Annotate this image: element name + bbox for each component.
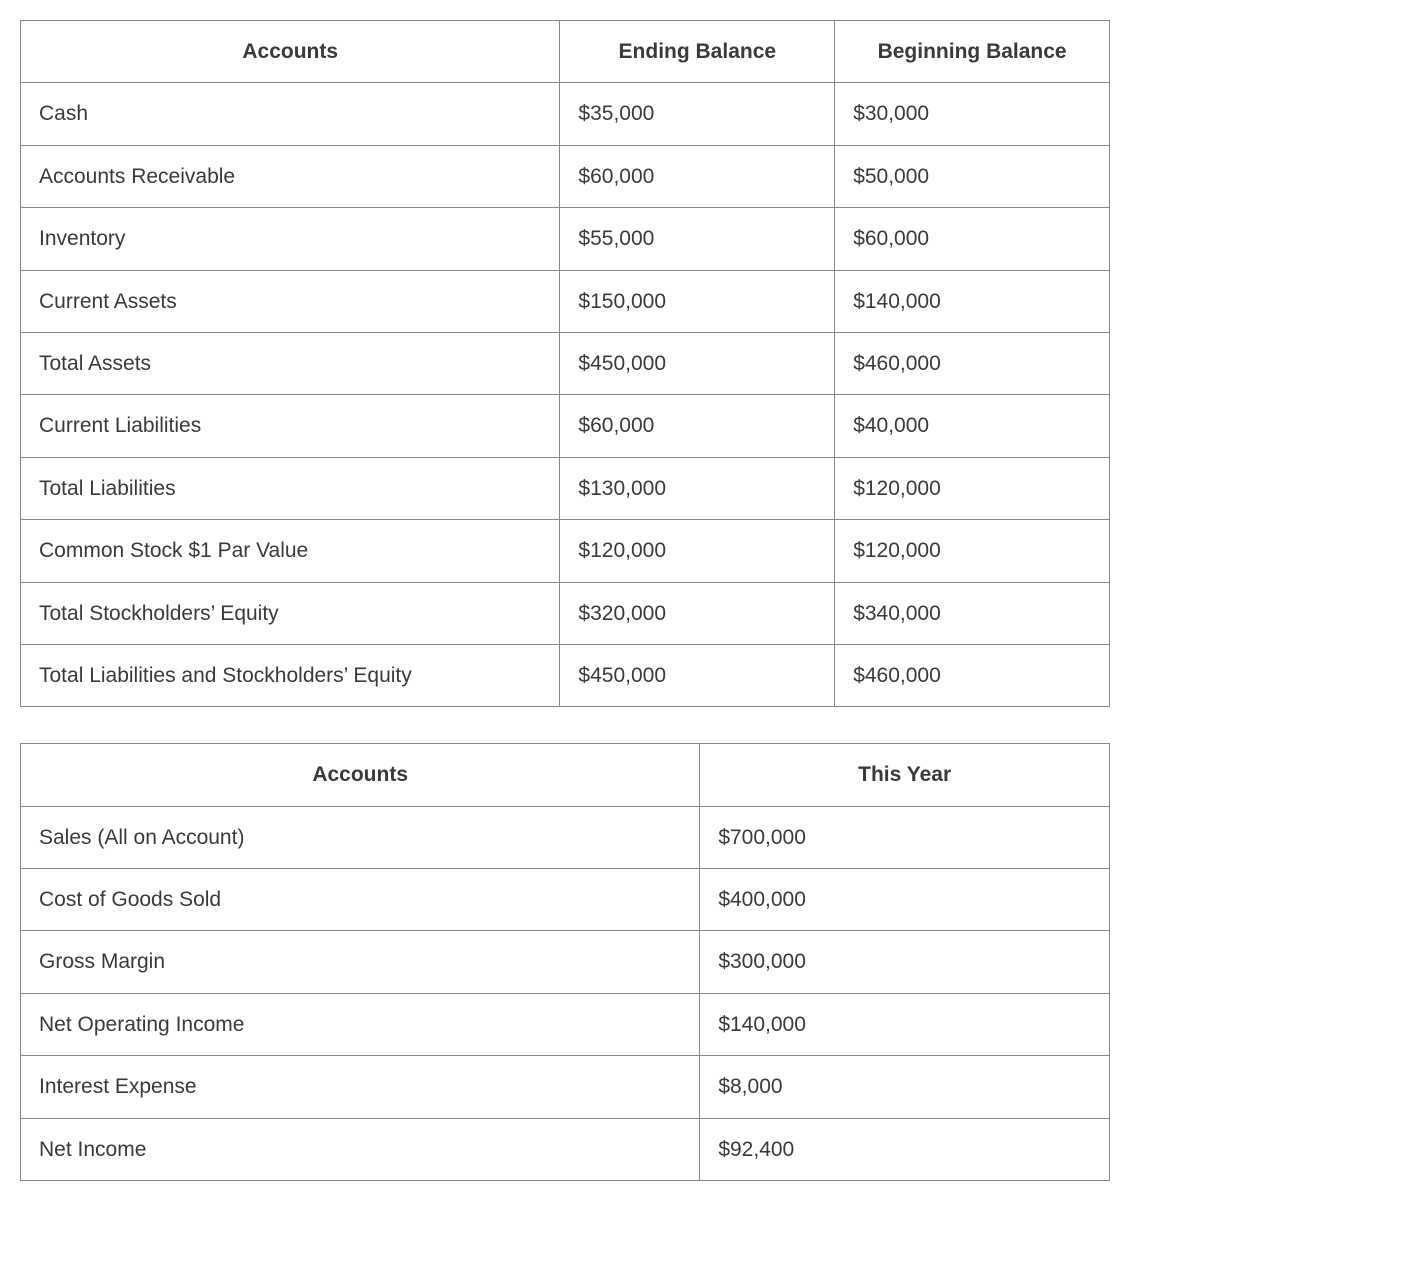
beginning-balance: $340,000 — [835, 582, 1110, 644]
account-name: Current Liabilities — [21, 395, 560, 457]
account-name: Accounts Receivable — [21, 145, 560, 207]
account-name: Interest Expense — [21, 1056, 700, 1118]
account-name: Cash — [21, 83, 560, 145]
table-row: Accounts Receivable $60,000 $50,000 — [21, 145, 1110, 207]
this-year-value: $140,000 — [700, 993, 1110, 1055]
account-name: Sales (All on Account) — [21, 806, 700, 868]
beginning-balance: $60,000 — [835, 208, 1110, 270]
beginning-balance: $460,000 — [835, 332, 1110, 394]
ending-balance: $35,000 — [560, 83, 835, 145]
table-header-row: Accounts This Year — [21, 744, 1110, 806]
column-header: Beginning Balance — [835, 21, 1110, 83]
ending-balance: $150,000 — [560, 270, 835, 332]
beginning-balance: $140,000 — [835, 270, 1110, 332]
ending-balance: $450,000 — [560, 644, 835, 706]
table-row: Common Stock $1 Par Value $120,000 $120,… — [21, 520, 1110, 582]
beginning-balance: $50,000 — [835, 145, 1110, 207]
table-row: Cost of Goods Sold $400,000 — [21, 869, 1110, 931]
table-row: Total Assets $450,000 $460,000 — [21, 332, 1110, 394]
table-row: Gross Margin $300,000 — [21, 931, 1110, 993]
table-row: Net Operating Income $140,000 — [21, 993, 1110, 1055]
table-row: Net Income $92,400 — [21, 1118, 1110, 1180]
this-year-value: $400,000 — [700, 869, 1110, 931]
beginning-balance: $460,000 — [835, 644, 1110, 706]
beginning-balance: $120,000 — [835, 520, 1110, 582]
account-name: Common Stock $1 Par Value — [21, 520, 560, 582]
ending-balance: $60,000 — [560, 395, 835, 457]
this-year-value: $300,000 — [700, 931, 1110, 993]
account-name: Inventory — [21, 208, 560, 270]
column-header: This Year — [700, 744, 1110, 806]
balance-sheet-table: Accounts Ending Balance Beginning Balanc… — [20, 20, 1110, 707]
account-name: Total Liabilities and Stockholders’ Equi… — [21, 644, 560, 706]
account-name: Net Operating Income — [21, 993, 700, 1055]
table-row: Current Liabilities $60,000 $40,000 — [21, 395, 1110, 457]
this-year-value: $92,400 — [700, 1118, 1110, 1180]
ending-balance: $120,000 — [560, 520, 835, 582]
this-year-value: $8,000 — [700, 1056, 1110, 1118]
account-name: Gross Margin — [21, 931, 700, 993]
account-name: Cost of Goods Sold — [21, 869, 700, 931]
ending-balance: $60,000 — [560, 145, 835, 207]
table-row: Current Assets $150,000 $140,000 — [21, 270, 1110, 332]
ending-balance: $320,000 — [560, 582, 835, 644]
table-row: Total Liabilities $130,000 $120,000 — [21, 457, 1110, 519]
account-name: Current Assets — [21, 270, 560, 332]
ending-balance: $55,000 — [560, 208, 835, 270]
beginning-balance: $40,000 — [835, 395, 1110, 457]
account-name: Total Stockholders’ Equity — [21, 582, 560, 644]
table-row: Sales (All on Account) $700,000 — [21, 806, 1110, 868]
ending-balance: $130,000 — [560, 457, 835, 519]
beginning-balance: $30,000 — [835, 83, 1110, 145]
column-header: Accounts — [21, 744, 700, 806]
table-row: Cash $35,000 $30,000 — [21, 83, 1110, 145]
table-row: Inventory $55,000 $60,000 — [21, 208, 1110, 270]
income-statement-table: Accounts This Year Sales (All on Account… — [20, 743, 1110, 1181]
column-header: Accounts — [21, 21, 560, 83]
table-row: Total Stockholders’ Equity $320,000 $340… — [21, 582, 1110, 644]
this-year-value: $700,000 — [700, 806, 1110, 868]
table-row: Total Liabilities and Stockholders’ Equi… — [21, 644, 1110, 706]
account-name: Net Income — [21, 1118, 700, 1180]
table-row: Interest Expense $8,000 — [21, 1056, 1110, 1118]
account-name: Total Assets — [21, 332, 560, 394]
column-header: Ending Balance — [560, 21, 835, 83]
account-name: Total Liabilities — [21, 457, 560, 519]
ending-balance: $450,000 — [560, 332, 835, 394]
beginning-balance: $120,000 — [835, 457, 1110, 519]
table-header-row: Accounts Ending Balance Beginning Balanc… — [21, 21, 1110, 83]
